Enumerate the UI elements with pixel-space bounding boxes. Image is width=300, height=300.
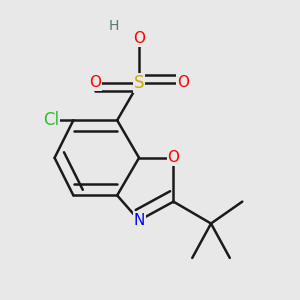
Text: H: H bbox=[109, 20, 119, 33]
Text: O: O bbox=[177, 75, 189, 90]
Text: O: O bbox=[133, 32, 145, 46]
Text: O: O bbox=[167, 150, 179, 165]
Text: O: O bbox=[89, 75, 101, 90]
Text: N: N bbox=[134, 213, 145, 228]
Text: Cl: Cl bbox=[44, 111, 59, 129]
Text: S: S bbox=[134, 74, 144, 92]
